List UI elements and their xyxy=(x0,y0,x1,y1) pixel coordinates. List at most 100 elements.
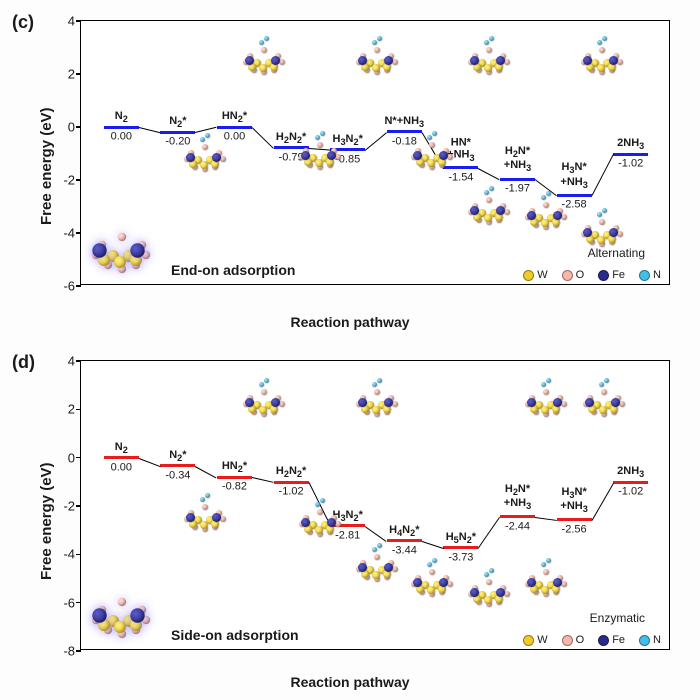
step-value: 0.00 xyxy=(111,461,132,473)
connector-line xyxy=(591,483,613,521)
legend-dot-o xyxy=(562,635,573,646)
step-label: H2N2* xyxy=(276,465,306,479)
legend-dot-fe xyxy=(598,635,609,646)
tick-label: 4 xyxy=(68,354,75,369)
tick-label: 4 xyxy=(68,14,75,29)
x-axis-label-d: Reaction pathway xyxy=(290,674,409,690)
panel-c-label: (c) xyxy=(12,12,34,33)
tick-label: -6 xyxy=(63,595,75,610)
tick-label: -4 xyxy=(63,547,75,562)
tick-label: -2 xyxy=(63,173,75,188)
step-value: -2.44 xyxy=(505,520,530,532)
inset-cluster xyxy=(85,224,155,284)
step-label: N2* xyxy=(169,115,186,129)
y-axis-label-c: Free energy (eV) xyxy=(38,107,55,225)
molecular-cluster xyxy=(350,381,398,421)
energy-step xyxy=(387,539,422,542)
step-value: -1.02 xyxy=(279,486,304,498)
step-label: N2* xyxy=(169,449,186,463)
step-label: N*+NH3 xyxy=(384,115,424,129)
step-label: 2NH3 xyxy=(617,465,644,479)
molecular-cluster xyxy=(350,546,398,586)
energy-step xyxy=(160,131,195,134)
x-axis-label-c: Reaction pathway xyxy=(290,314,409,330)
molecular-cluster xyxy=(293,134,341,174)
step-label: HN2* xyxy=(222,460,247,474)
legend-label: Fe xyxy=(612,634,625,646)
molecular-cluster xyxy=(178,136,226,176)
connector-line xyxy=(139,127,161,133)
legend-label: N xyxy=(653,269,661,281)
connector-line xyxy=(478,517,500,549)
connector-line xyxy=(195,466,217,478)
step-label: 2NH3 xyxy=(617,137,644,151)
energy-step xyxy=(557,518,592,521)
inset-cluster xyxy=(85,589,155,649)
connector-line xyxy=(139,458,161,467)
step-label: H2N*+NH3 xyxy=(504,145,531,173)
energy-step xyxy=(274,481,309,484)
panel-d-label: (d) xyxy=(12,352,35,373)
molecular-cluster xyxy=(350,39,398,79)
energy-step xyxy=(217,476,252,479)
legend-dot-o xyxy=(562,270,573,281)
legend-label: Fe xyxy=(612,269,625,281)
step-value: 0.00 xyxy=(224,131,245,143)
step-value: -1.02 xyxy=(618,158,643,170)
step-value: 0.00 xyxy=(111,131,132,143)
legend-item: N xyxy=(639,269,661,281)
legend-item: W xyxy=(523,634,547,646)
tick-label: 0 xyxy=(68,120,75,135)
molecular-cluster xyxy=(237,381,285,421)
legend-label: O xyxy=(576,634,585,646)
tick-label: -6 xyxy=(63,279,75,294)
molecular-cluster xyxy=(575,39,623,79)
molecular-cluster xyxy=(293,501,341,541)
energy-step xyxy=(613,153,648,156)
energy-step xyxy=(104,456,139,459)
legend-item: W xyxy=(523,269,547,281)
tick-label: 2 xyxy=(68,402,75,417)
energy-step xyxy=(387,130,422,133)
legend-item: Fe xyxy=(598,634,625,646)
connector-line xyxy=(365,526,387,542)
step-label: N2 xyxy=(115,441,128,455)
step-label: N2 xyxy=(115,110,128,124)
step-value: -1.02 xyxy=(618,486,643,498)
connector-line xyxy=(252,477,274,483)
connector-line xyxy=(252,127,274,149)
step-label: H3N*+NH3 xyxy=(560,485,587,513)
molecular-cluster xyxy=(405,561,453,601)
step-label: H4N2* xyxy=(389,524,419,538)
panel-d: (d) Free energy (eV) -8-6-4-2024N20.00N2… xyxy=(20,340,680,690)
adsorption-text: End-on adsorption xyxy=(171,262,295,278)
adsorption-text: Side-on adsorption xyxy=(171,627,299,643)
molecular-cluster xyxy=(519,194,567,234)
connector-line xyxy=(591,154,613,196)
legend: W O Fe N xyxy=(523,269,661,281)
energy-step xyxy=(443,546,478,549)
legend-dot-w xyxy=(523,270,534,281)
step-value: -2.56 xyxy=(562,523,587,535)
molecular-cluster xyxy=(519,381,567,421)
legend-dot-fe xyxy=(598,270,609,281)
molecular-cluster xyxy=(405,134,453,174)
legend-label: W xyxy=(537,269,547,281)
molecular-cluster xyxy=(237,39,285,79)
molecular-cluster xyxy=(462,571,510,611)
energy-step xyxy=(613,481,648,484)
chart-c: -6-4-2024N20.00N2*-0.20HN2*0.00H2N2*-0.7… xyxy=(80,20,670,285)
legend-label: N xyxy=(653,634,661,646)
legend: W O Fe N xyxy=(523,634,661,646)
connector-line xyxy=(478,168,500,180)
step-label: H2N*+NH3 xyxy=(504,483,531,511)
legend-item: O xyxy=(562,269,585,281)
connector-line xyxy=(365,132,387,151)
tick-label: -8 xyxy=(63,644,75,659)
energy-step xyxy=(500,515,535,518)
step-value: -0.82 xyxy=(222,481,247,493)
energy-step xyxy=(104,126,139,129)
energy-step xyxy=(217,126,252,129)
legend-label: W xyxy=(537,634,547,646)
legend-dot-n xyxy=(639,270,650,281)
